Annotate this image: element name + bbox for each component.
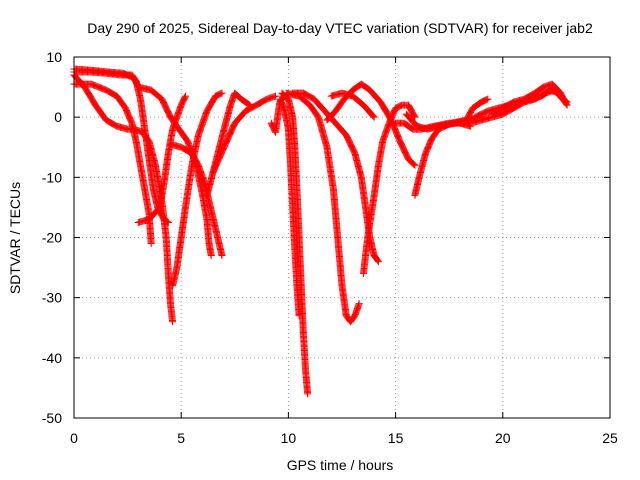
data-point	[246, 101, 254, 109]
x-tick-label: 15	[388, 430, 404, 446]
x-tick-label: 0	[70, 430, 78, 446]
x-axis-label: GPS time / hours	[287, 457, 394, 473]
chart-title: Day 290 of 2025, Sidereal Day-to-day VTE…	[87, 20, 593, 36]
data-point	[181, 93, 189, 101]
data-point	[245, 100, 253, 108]
series-track-5	[134, 92, 189, 226]
x-tick-label: 5	[177, 430, 185, 446]
data-point	[369, 112, 377, 120]
series-track-17	[323, 80, 419, 169]
data-point	[207, 252, 215, 260]
y-tick-label: 10	[46, 49, 62, 65]
data-point	[355, 300, 363, 308]
axes-frame	[73, 56, 611, 419]
data-point	[217, 90, 225, 98]
data-point	[218, 252, 226, 260]
data-point	[484, 95, 492, 103]
data-point	[374, 257, 382, 265]
y-tick-label: -30	[42, 290, 62, 306]
x-tick-label: 25	[602, 430, 618, 446]
y-axis-label: SDTVAR / TECUs	[7, 182, 23, 294]
data-point	[304, 390, 312, 398]
data-point	[169, 318, 177, 326]
data-point	[411, 161, 419, 169]
data-point	[561, 98, 569, 106]
data-point	[560, 97, 568, 105]
x-tick-label: 10	[281, 430, 297, 446]
data-point	[218, 89, 226, 97]
data-point	[181, 92, 189, 100]
y-tick-label: -10	[42, 169, 62, 185]
series-track-9	[209, 89, 254, 175]
data-point	[370, 113, 378, 121]
data-point	[410, 112, 418, 120]
series-track-6	[169, 89, 226, 290]
data-point	[272, 92, 280, 100]
y-tick-label: -40	[42, 350, 62, 366]
x-tick-label: 20	[495, 430, 511, 446]
data-point	[134, 82, 142, 90]
y-tick-label: -20	[42, 230, 62, 246]
series-track-16	[359, 101, 419, 278]
y-tick-label: -50	[42, 410, 62, 426]
data-point	[374, 258, 382, 266]
data-point	[147, 240, 155, 248]
tick-labels: 0 5 10 15 20 25 -50 -40 -30 -20 -10 0 10	[42, 49, 618, 446]
data-points	[70, 65, 571, 398]
y-tick-label: 0	[54, 109, 62, 125]
data-point	[410, 160, 418, 168]
series-track-23	[488, 80, 569, 118]
series-track-12	[278, 89, 312, 398]
series-track-13	[282, 89, 363, 326]
data-point	[483, 96, 491, 104]
